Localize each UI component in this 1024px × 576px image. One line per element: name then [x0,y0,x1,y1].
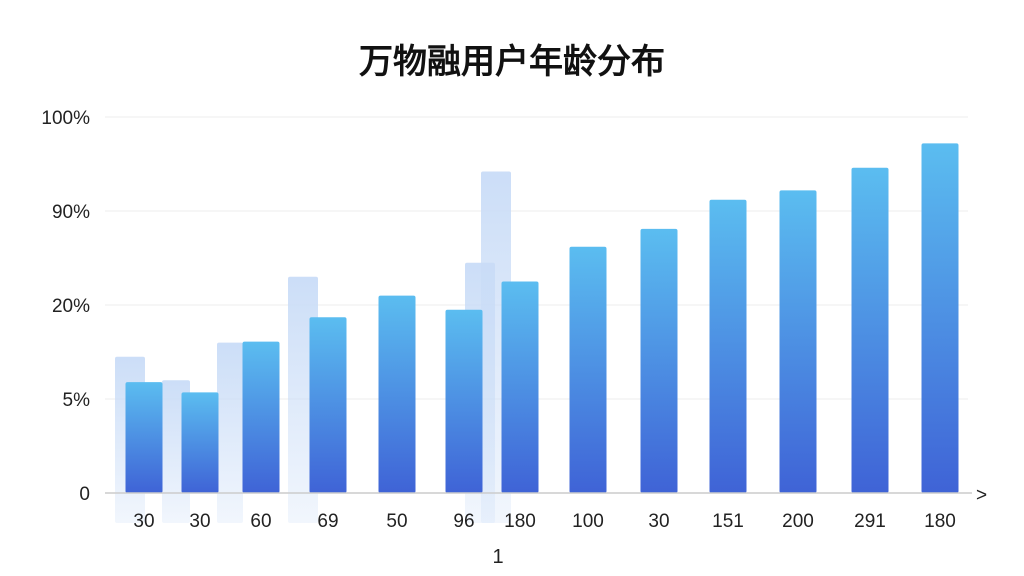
bar [125,382,163,493]
axis-footnote: 1 [492,546,503,568]
x-tick-label: 30 [648,511,669,532]
bar [569,246,607,493]
axes: > [105,485,987,506]
x-tick-label: 291 [854,511,886,532]
x-tick-label: 30 [133,511,154,532]
bar [921,143,959,493]
x-tick-label: 151 [712,511,744,532]
x-tick-label: 180 [504,511,536,532]
bar [640,228,678,494]
x-tick-label: 30 [189,511,210,532]
bar [851,167,889,493]
faded-bar [217,342,243,523]
bar [309,317,347,493]
y-tick-label: 5% [63,390,91,411]
bars [125,143,959,494]
bar [709,199,747,493]
labels: 0 5% 20% 90% 100% 30 30 60 69 50 96 180 100 30 151 200 2… [41,108,955,568]
x-tick-label: 180 [924,511,956,532]
bar [501,281,539,493]
y-tick-label: 20% [52,296,90,317]
x-tick-label: 100 [572,511,604,532]
bar [378,295,416,493]
x-tick-label: 60 [250,511,271,532]
bar [242,341,280,493]
y-tick-label: 100% [41,108,90,129]
x-tick-label: 200 [782,511,814,532]
bar [181,392,219,493]
chart-title: 万物融用户年龄分布 [359,42,665,82]
y-tick-label: 0 [79,484,90,505]
x-axis-arrow: > [976,485,987,506]
bar [445,309,483,493]
y-tick-label: 90% [52,202,90,223]
x-tick-label: 50 [386,511,407,532]
bar [779,190,817,493]
x-tick-label: 96 [453,511,474,532]
x-tick-label: 69 [317,511,338,532]
